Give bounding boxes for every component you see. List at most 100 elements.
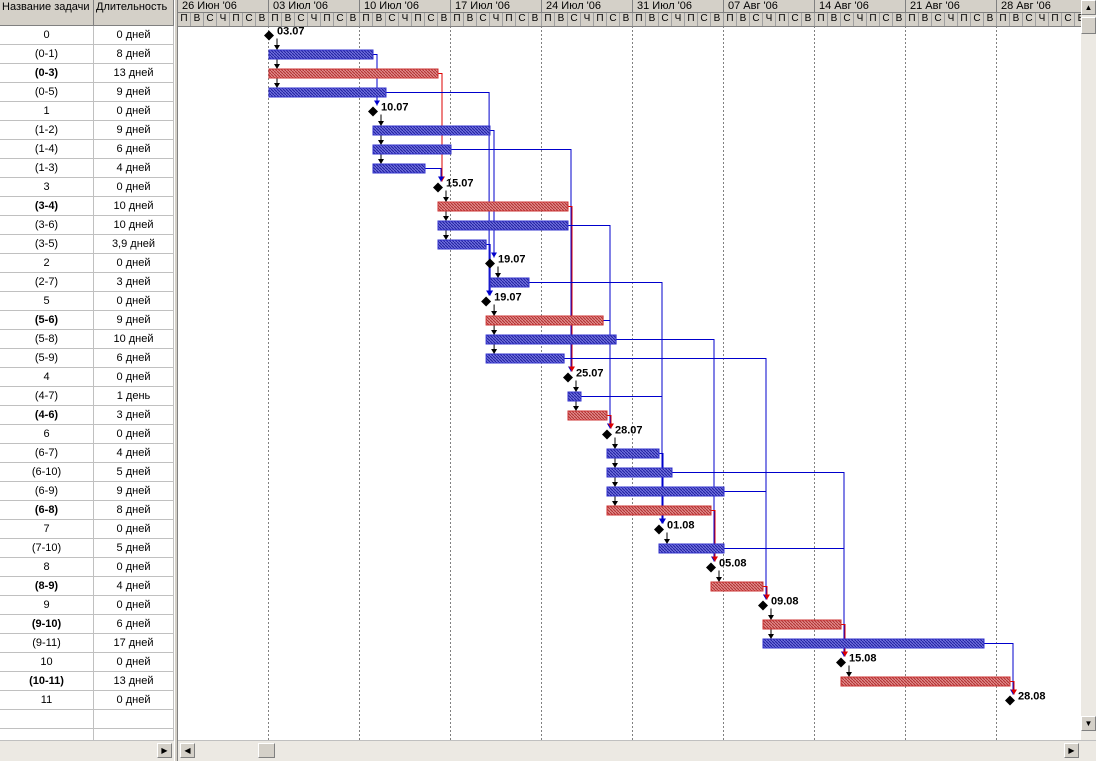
task-name-cell[interactable]: (6-7) — [0, 444, 94, 463]
task-row[interactable]: (0-1) 8 дней — [0, 45, 174, 64]
empty-task-row[interactable] — [0, 710, 174, 729]
task-row[interactable]: (3-4) 10 дней — [0, 197, 174, 216]
task-bar[interactable] — [372, 163, 426, 174]
milestone-diamond[interactable] — [368, 106, 378, 117]
task-duration-cell[interactable]: 4 дней — [94, 444, 174, 463]
task-name-cell[interactable]: 10 — [0, 653, 94, 672]
task-name-cell[interactable]: 4 — [0, 368, 94, 387]
critical-task-bar[interactable] — [606, 505, 712, 516]
task-duration-cell[interactable]: 0 дней — [94, 254, 174, 273]
task-duration-cell[interactable]: 0 дней — [94, 653, 174, 672]
task-duration-cell[interactable]: 0 дней — [94, 102, 174, 121]
column-header-task-name[interactable]: Название задачи — [0, 0, 94, 26]
milestone-diamond[interactable] — [1005, 695, 1015, 706]
empty-cell[interactable] — [94, 729, 174, 740]
task-duration-cell[interactable]: 1 день — [94, 387, 174, 406]
task-bar[interactable] — [485, 353, 565, 364]
task-duration-cell[interactable]: 0 дней — [94, 691, 174, 710]
milestone-diamond[interactable] — [758, 600, 768, 611]
task-name-cell[interactable]: 1 — [0, 102, 94, 121]
task-name-cell[interactable]: (2-7) — [0, 273, 94, 292]
task-duration-cell[interactable]: 9 дней — [94, 482, 174, 501]
task-name-cell[interactable]: (6-9) — [0, 482, 94, 501]
task-bar[interactable] — [606, 467, 673, 478]
task-name-cell[interactable]: (0-5) — [0, 83, 94, 102]
task-duration-cell[interactable]: 6 дней — [94, 615, 174, 634]
task-name-cell[interactable]: (9-10) — [0, 615, 94, 634]
task-row[interactable]: 10 0 дней — [0, 653, 174, 672]
task-row[interactable]: (5-9) 6 дней — [0, 349, 174, 368]
critical-task-bar[interactable] — [567, 410, 608, 421]
task-duration-cell[interactable]: 6 дней — [94, 140, 174, 159]
task-duration-cell[interactable]: 3 дней — [94, 273, 174, 292]
critical-task-bar[interactable] — [710, 581, 764, 592]
table-horizontal-scrollbar[interactable]: ▶ — [0, 740, 174, 761]
task-bar[interactable] — [762, 638, 985, 649]
milestone-diamond[interactable] — [481, 296, 492, 307]
task-duration-cell[interactable]: 5 дней — [94, 463, 174, 482]
task-row[interactable]: (6-9) 9 дней — [0, 482, 174, 501]
task-row[interactable]: (7-10) 5 дней — [0, 539, 174, 558]
task-name-cell[interactable]: (5-9) — [0, 349, 94, 368]
task-row[interactable]: (3-6) 10 дней — [0, 216, 174, 235]
task-duration-cell[interactable]: 10 дней — [94, 197, 174, 216]
task-duration-cell[interactable]: 8 дней — [94, 501, 174, 520]
task-row[interactable]: 11 0 дней — [0, 691, 174, 710]
task-name-cell[interactable]: 7 — [0, 520, 94, 539]
task-duration-cell[interactable]: 13 дней — [94, 64, 174, 83]
scroll-down-button[interactable]: ▼ — [1081, 716, 1096, 731]
task-row[interactable]: (1-2) 9 дней — [0, 121, 174, 140]
task-duration-cell[interactable]: 6 дней — [94, 349, 174, 368]
task-name-cell[interactable]: 9 — [0, 596, 94, 615]
task-bar[interactable] — [489, 277, 530, 288]
task-bar[interactable] — [268, 49, 374, 60]
task-duration-cell[interactable]: 17 дней — [94, 634, 174, 653]
task-row[interactable]: (2-7) 3 дней — [0, 273, 174, 292]
task-duration-cell[interactable]: 3,9 дней — [94, 235, 174, 254]
scroll-up-button[interactable]: ▲ — [1081, 0, 1096, 15]
task-bar[interactable] — [485, 334, 617, 345]
task-name-cell[interactable]: (5-6) — [0, 311, 94, 330]
task-row[interactable]: (6-10) 5 дней — [0, 463, 174, 482]
task-duration-cell[interactable]: 0 дней — [94, 520, 174, 539]
task-duration-cell[interactable]: 13 дней — [94, 672, 174, 691]
task-duration-cell[interactable]: 5 дней — [94, 539, 174, 558]
task-duration-cell[interactable]: 9 дней — [94, 311, 174, 330]
column-header-duration[interactable]: Длительность — [94, 0, 174, 26]
critical-task-bar[interactable] — [437, 201, 569, 212]
task-bar[interactable] — [372, 144, 452, 155]
task-name-cell[interactable]: 2 — [0, 254, 94, 273]
task-name-cell[interactable]: (6-10) — [0, 463, 94, 482]
empty-task-row[interactable] — [0, 729, 174, 740]
task-row[interactable]: (5-8) 10 дней — [0, 330, 174, 349]
task-name-cell[interactable]: (3-4) — [0, 197, 94, 216]
task-name-cell[interactable]: (8-9) — [0, 577, 94, 596]
task-bar[interactable] — [268, 87, 387, 98]
pane-splitter[interactable] — [174, 0, 178, 761]
milestone-diamond[interactable] — [836, 657, 846, 668]
task-name-cell[interactable]: (9-11) — [0, 634, 94, 653]
task-row[interactable]: (0-3) 13 дней — [0, 64, 174, 83]
task-row[interactable]: (9-11) 17 дней — [0, 634, 174, 653]
task-duration-cell[interactable]: 10 дней — [94, 216, 174, 235]
critical-task-bar[interactable] — [268, 68, 439, 79]
task-row[interactable]: (8-9) 4 дней — [0, 577, 174, 596]
task-name-cell[interactable]: 8 — [0, 558, 94, 577]
task-row[interactable]: (6-8) 8 дней — [0, 501, 174, 520]
vertical-scrollbar[interactable]: ▲ ▼ — [1081, 0, 1096, 740]
empty-cell[interactable] — [94, 710, 174, 729]
task-duration-cell[interactable]: 0 дней — [94, 292, 174, 311]
task-duration-cell[interactable]: 9 дней — [94, 121, 174, 140]
task-name-cell[interactable]: 3 — [0, 178, 94, 197]
table-scroll-right-button[interactable]: ▶ — [157, 743, 172, 758]
gantt-horizontal-scrollbar[interactable]: ◀ ▶ — [178, 740, 1096, 761]
task-name-cell[interactable]: 6 — [0, 425, 94, 444]
task-name-cell[interactable]: (4-7) — [0, 387, 94, 406]
task-bar[interactable] — [606, 486, 725, 497]
task-duration-cell[interactable]: 0 дней — [94, 178, 174, 197]
task-bar[interactable] — [372, 125, 491, 136]
